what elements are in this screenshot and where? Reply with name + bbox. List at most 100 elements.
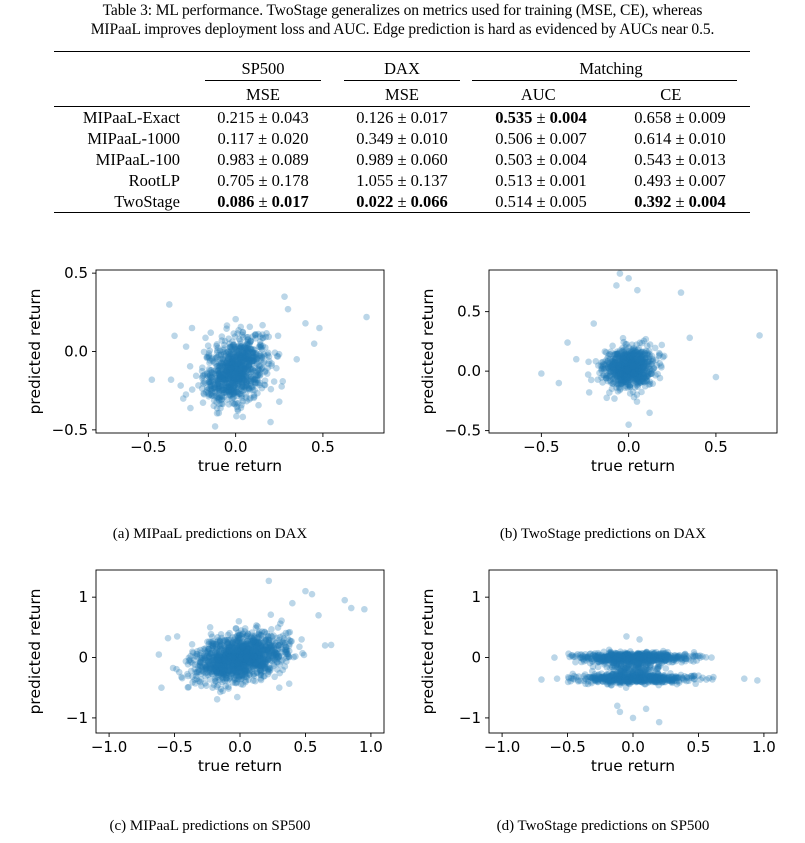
scatter-point [239,357,247,365]
scatter-point [254,650,261,658]
scatter-point [268,644,275,651]
scatter-point [249,353,257,361]
scatter-point [234,330,241,337]
scatter-point [621,371,628,379]
scatter-point [213,388,221,395]
scatter-point [620,359,628,366]
scatter-point [214,654,221,662]
scatter-point [623,368,631,375]
scatter-point [622,350,629,358]
scatter-point [633,391,641,398]
scatter-point [233,388,240,395]
scatter-point [148,376,156,384]
scatter-point [236,665,244,673]
cell-std: 0.013 [688,149,726,169]
scatter-point [244,647,251,654]
cell-mean: 0.705 [217,170,255,190]
scatter-point [230,372,237,380]
scatter-point [209,354,217,362]
scatter-point [625,348,633,355]
scatter-point [208,382,215,389]
scatter-point [206,660,213,668]
scatter-point [630,367,638,374]
scatter-point [632,349,639,356]
scatter-point [224,375,231,383]
scatter-point [215,409,223,417]
scatter-point [224,662,232,670]
scatter-point [616,373,624,381]
scatter-point [316,324,323,332]
scatter-point [217,362,225,370]
plus-minus-sign: ± [532,149,550,169]
table-row: MIPaaL-100 0.983 ± 0.089 0.989 ± 0.060 0.50… [54,149,750,170]
scatter-point [638,358,646,366]
scatter-point [214,645,221,652]
scatter-point [239,413,247,421]
scatter-point [219,653,227,661]
scatter-point [636,636,643,643]
scatter-point [632,376,640,383]
scatter-point [612,353,620,361]
scatter-point [245,366,252,374]
scatter-point [222,367,229,375]
scatter-point [234,358,242,366]
scatter-point [235,642,243,649]
scatter-point [243,649,250,656]
scatter-point [233,347,240,354]
scatter-point [239,672,247,679]
scatter-point [250,639,258,647]
scatter-point [225,359,232,367]
plot-frame [488,269,778,434]
scatter-point [201,371,209,378]
scatter-point [282,643,290,651]
scatter-point [242,661,249,669]
scatter-point [229,638,237,646]
scatter-point [247,373,255,380]
scatter-point [236,657,244,665]
scatter-point [238,662,245,669]
scatter-point [637,371,644,378]
scatter-point [634,375,641,383]
scatter-point [243,353,251,360]
scatter-point [638,353,645,360]
scatter-point [662,665,670,672]
scatter-point [259,334,267,342]
scatter-point [637,361,644,368]
scatter-point [218,655,225,663]
scatter-point [631,359,639,366]
scatter-point [624,357,632,365]
scatter-point [249,358,256,365]
table-cell: 0.349 ± 0.010 [332,128,472,149]
scatter-point [241,660,248,667]
scatter-point [243,340,251,348]
scatter-point [244,336,252,344]
scatter-point [244,340,252,348]
scatter-point [276,639,284,647]
scatter-point [629,365,637,373]
scatter-point [232,657,240,664]
scatter-point [241,668,248,675]
scatter-point [645,358,653,365]
scatter-point [231,639,239,646]
scatter-point [278,383,285,390]
scatter-point [250,391,258,399]
scatter-point [244,632,251,640]
scatter-point [235,380,243,387]
scatter-point [229,372,236,379]
scatter-point [260,661,267,668]
scatter-point [262,642,270,650]
scatter-point [214,673,221,681]
scatter-point [236,354,244,362]
scatter-point [630,361,638,368]
scatter-point [238,363,246,371]
scatter-point [226,650,234,658]
scatter-point [646,370,653,378]
scatter-point [627,358,635,366]
scatter-point [622,368,630,375]
scatter-point [227,386,235,393]
scatter-point [232,650,240,658]
scatter-point [222,651,230,659]
scatter-point [259,359,267,367]
scatter-point [655,718,663,726]
scatter-point [247,377,255,384]
